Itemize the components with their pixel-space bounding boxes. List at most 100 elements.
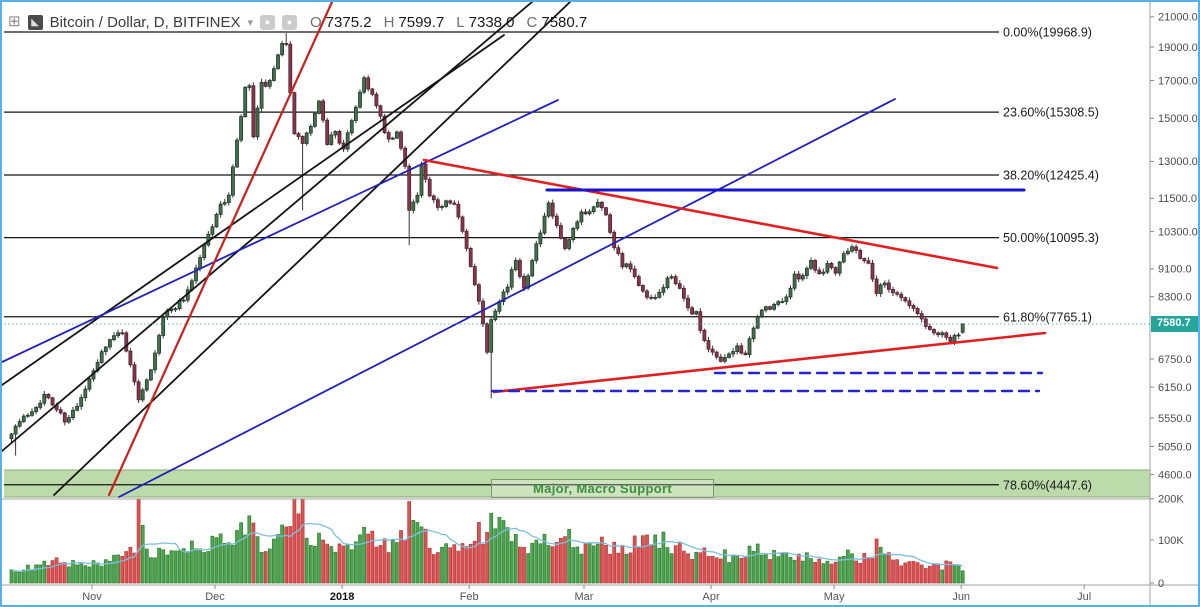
volume-bar[interactable] [185,551,190,584]
volume-bar[interactable] [431,554,436,584]
candle-body[interactable] [173,308,178,311]
candle-body[interactable] [304,132,309,144]
candle-body[interactable] [796,273,801,280]
volume-bar[interactable] [936,563,940,584]
volume-bar[interactable] [723,549,727,584]
candle-body[interactable] [620,253,625,268]
candle-body[interactable] [62,412,67,423]
price-axis-label[interactable]: 6750.0 [1158,354,1192,366]
candle-body[interactable] [259,81,264,109]
candle-body[interactable] [116,332,120,337]
indicator-toggle-icon-1[interactable]: ● [260,14,275,30]
candle-body[interactable] [21,415,26,422]
candle-body[interactable] [784,296,789,302]
candle-body[interactable] [591,206,596,213]
volume-bar[interactable] [317,532,321,584]
candle-body[interactable] [161,316,166,336]
volume-bar[interactable] [891,559,895,584]
candle-body[interactable] [489,319,494,353]
candle-body[interactable] [226,194,231,203]
candle-body[interactable] [583,211,588,215]
volume-axis-label[interactable]: 0 [1158,578,1164,590]
volume-bar[interactable] [448,547,453,584]
candle-body[interactable] [575,221,580,229]
candle-body[interactable] [394,131,399,139]
candle-body[interactable] [194,267,198,282]
volume-bar[interactable] [612,541,617,584]
candle-body[interactable] [157,335,162,354]
volume-bar[interactable] [419,526,424,584]
red-descending-resistance[interactable] [422,158,999,270]
volume-bar[interactable] [796,553,801,584]
volume-bar[interactable] [329,546,334,584]
volume-bar[interactable] [38,564,43,584]
candle-body[interactable] [247,85,252,88]
candle-body[interactable] [636,276,641,286]
candle-body[interactable] [792,273,797,289]
volume-bar[interactable] [169,550,174,584]
volume-bar[interactable] [956,564,961,584]
candle-body[interactable] [415,194,420,203]
volume-bar[interactable] [571,547,576,584]
candle-body[interactable] [604,207,608,216]
volume-bar[interactable] [604,544,608,584]
volume-bar[interactable] [75,564,79,584]
candle-body[interactable] [874,278,879,294]
price-axis-label[interactable]: 10300.0 [1158,226,1198,238]
candle-body[interactable] [882,282,887,286]
candle-body[interactable] [128,350,133,366]
candle-body[interactable] [891,289,895,294]
volume-bar[interactable] [284,526,289,584]
price-axis-label[interactable]: 11500.0 [1158,193,1197,205]
volume-bar[interactable] [899,565,904,584]
volume-bar[interactable] [34,564,38,584]
volume-bar[interactable] [690,559,694,584]
candle-body[interactable] [677,283,682,289]
time-axis-label[interactable]: Mar [575,591,594,603]
candle-body[interactable] [202,244,207,259]
candle-body[interactable] [407,165,412,211]
volume-bar[interactable] [54,557,59,584]
volume-bar[interactable] [755,543,760,584]
candle-body[interactable] [665,277,670,288]
volume-bar[interactable] [554,542,559,584]
candle-body[interactable] [825,263,830,273]
candle-body[interactable] [472,266,477,286]
candle-body[interactable] [456,203,461,218]
candle-body[interactable] [862,258,867,262]
volume-bar[interactable] [788,557,793,584]
candle-body[interactable] [419,163,424,196]
candle-body[interactable] [563,238,567,249]
candle-body[interactable] [210,226,215,235]
volume-bar[interactable] [915,562,920,584]
candle-body[interactable] [911,305,916,309]
candle-body[interactable] [686,297,690,309]
volume-bar[interactable] [546,545,551,584]
candle-body[interactable] [296,133,301,137]
candle-body[interactable] [813,260,817,271]
candle-body[interactable] [554,215,559,226]
time-axis-label[interactable]: 2018 [330,591,354,603]
volume-bar[interactable] [792,559,797,584]
volume-bar[interactable] [559,537,563,584]
volume-bar[interactable] [751,551,756,584]
candle-body[interactable] [349,120,354,134]
candle-body[interactable] [907,300,912,306]
candle-body[interactable] [42,393,47,404]
candle-body[interactable] [698,311,703,331]
volume-bar[interactable] [538,543,543,584]
volume-bar[interactable] [649,544,653,584]
candle-body[interactable] [50,397,55,406]
volume-bar[interactable] [21,569,26,584]
volume-bar[interactable] [50,560,55,584]
candle-body[interactable] [690,307,694,315]
price-axis-label[interactable]: 13000.0 [1158,156,1198,168]
price-axis-label[interactable]: 6150.0 [1158,382,1192,394]
time-axis-label[interactable]: Nov [82,591,102,603]
red-ascending-support[interactable] [492,331,1047,394]
volume-bar[interactable] [698,552,703,584]
volume-bar[interactable] [874,538,879,584]
candle-body[interactable] [513,260,518,271]
candle-body[interactable] [468,248,473,267]
volume-bar[interactable] [26,564,30,584]
